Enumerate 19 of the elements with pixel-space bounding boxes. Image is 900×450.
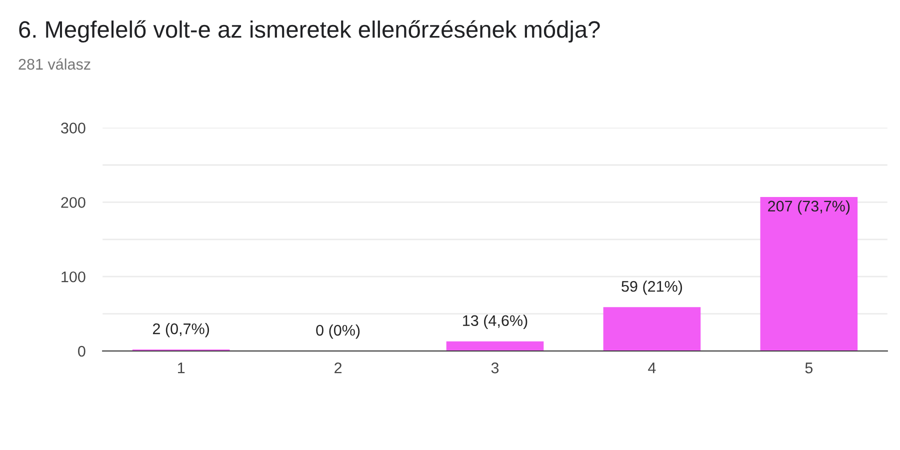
y-tick-label: 0 [78,346,86,357]
bar [446,341,544,351]
y-tick-label: 300 [61,122,86,134]
x-tick-label: 5 [805,362,813,374]
y-tick-label: 100 [62,271,86,282]
y-tick-label: 200 [61,197,86,208]
x-tick-label: 3 [491,362,499,374]
x-tick-label: 2 [334,362,342,374]
data-label: 2 (0,7%) [152,322,210,338]
x-tick-label: 4 [648,362,656,374]
data-label: 207 (73,7%) [768,200,850,215]
x-tick-label: 1 [178,362,185,374]
chart-subtitle: 281 válasz [18,58,90,70]
data-label: 0 (0%) [316,324,360,339]
bar [760,196,858,351]
data-label: 59 (21%) [622,280,682,295]
data-label: 13 (4,6%) [463,314,528,330]
bar [603,307,701,351]
chart-title: 6. Megfelelő volt-e az ismeretek ellenőrzésének módja? [19,20,600,43]
